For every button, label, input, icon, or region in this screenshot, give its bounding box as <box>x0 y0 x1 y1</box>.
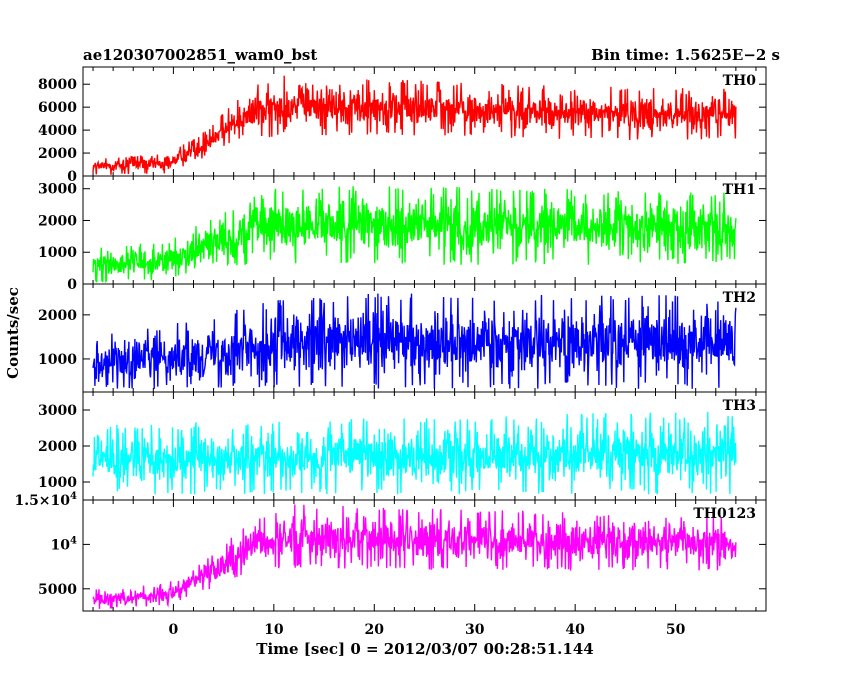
y-axis-title: Counts/sec <box>4 287 22 379</box>
series-th2 <box>92 293 737 389</box>
panel-name-label: TH1 <box>723 182 756 198</box>
panel-name-label: TH0123 <box>693 506 756 522</box>
y-tick-label: 2000 <box>38 213 77 229</box>
x-tick-label: 20 <box>365 622 385 638</box>
panel-name-label: TH0 <box>723 73 757 89</box>
x-tick-label: 40 <box>565 622 585 638</box>
plot-panels: 0 2000 4000 6000 8000 TH0 0 1000 2000 3000 TH1 1000… <box>14 66 767 612</box>
panel-name-label: TH3 <box>723 398 756 414</box>
panel-th3: 1000 2000 3000 TH3 <box>38 391 767 501</box>
x-tick-label: 0 <box>169 622 179 638</box>
panel-th0: 0 2000 4000 6000 8000 TH0 <box>38 66 767 185</box>
y-tick-label: 0 <box>67 277 77 293</box>
chart-title: ae120307002851_wam0_bst <box>83 46 317 64</box>
y-tick-label: 6000 <box>38 100 77 116</box>
bin-time-label: Bin time: 1.5625E−2 s <box>591 46 780 64</box>
series-th0123 <box>92 504 737 609</box>
y-tick-label: 2000 <box>38 146 77 162</box>
x-axis-tick-labels: 0 10 20 30 40 50 <box>169 622 686 638</box>
y-tick-label: 2000 <box>38 439 77 455</box>
y-tick-label: 1000 <box>38 475 77 491</box>
y-tick-label: 1000 <box>38 352 77 368</box>
series-th0 <box>92 75 737 175</box>
x-tick-label: 50 <box>666 622 686 638</box>
y-tick-label: 8000 <box>38 77 77 93</box>
series-th3 <box>92 411 737 495</box>
panel-th1: 0 1000 2000 3000 TH1 <box>38 175 767 293</box>
y-tick-label: 1.5×104 <box>14 491 77 509</box>
y-tick-label: 0 <box>67 169 77 185</box>
y-tick-label: 104 <box>51 535 77 553</box>
panel-name-label: TH2 <box>723 290 756 306</box>
panel-th0123: 5000 104 1.5×104 TH0123 <box>14 491 767 612</box>
y-tick-label: 1000 <box>38 245 77 261</box>
panel-frame <box>82 499 767 612</box>
series-th1 <box>92 186 737 284</box>
y-tick-label: 2000 <box>38 308 77 324</box>
x-tick-label: 30 <box>465 622 485 638</box>
x-tick-label: 10 <box>264 622 284 638</box>
y-tick-label: 3000 <box>38 403 77 419</box>
y-tick-label: 3000 <box>38 182 77 198</box>
y-tick-label: 5000 <box>38 582 77 598</box>
panel-th2: 1000 2000 TH2 <box>38 283 767 393</box>
y-tick-label: 4000 <box>38 123 77 139</box>
x-axis-title: Time [sec] 0 = 2012/03/07 00:28:51.144 <box>256 640 593 658</box>
